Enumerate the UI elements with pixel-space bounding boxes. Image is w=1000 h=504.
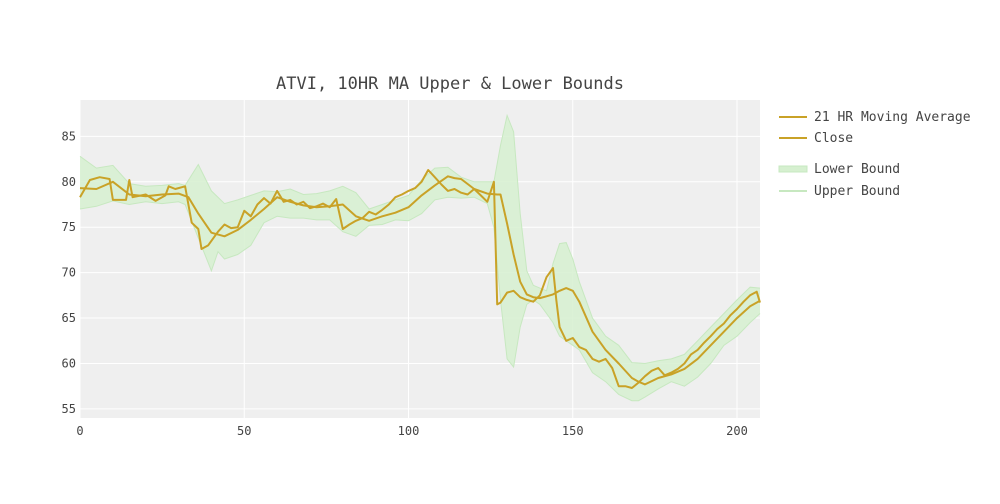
legend-item[interactable]: Upper Bound — [779, 184, 900, 199]
legend-label: Close — [814, 131, 853, 146]
legend-label: Upper Bound — [814, 184, 900, 199]
y-tick-label: 80 — [62, 175, 76, 189]
x-tick-label: 100 — [398, 424, 420, 438]
legend-item[interactable]: 21 HR Moving Average — [779, 110, 971, 125]
close-line — [79, 169, 761, 389]
legend-label: Lower Bound — [814, 162, 900, 177]
y-tick-label: 70 — [62, 266, 76, 280]
y-tick-label: 60 — [62, 356, 76, 370]
bound-band — [80, 115, 760, 401]
x-tick-label: 150 — [562, 424, 584, 438]
band-layer — [79, 113, 761, 402]
tick-layer: 55 60 65 70 75 80 85 0 50 100 150 200 — [62, 129, 748, 438]
y-tick-label: 55 — [62, 402, 76, 416]
y-tick-label: 65 — [62, 311, 76, 325]
chart-title: ATVI, 10HR MA Upper & Lower Bounds — [276, 74, 624, 94]
x-tick-label: 50 — [237, 424, 251, 438]
line-layer — [79, 169, 761, 389]
legend-item[interactable]: Close — [779, 131, 853, 146]
legend-item[interactable]: Lower Bound — [778, 162, 900, 177]
y-tick-label: 75 — [62, 220, 76, 234]
legend[interactable]: 21 HR Moving Average Close Lower Bound Uppe… — [778, 110, 971, 199]
legend-label: 21 HR Moving Average — [814, 110, 971, 125]
lower-bound-line — [79, 196, 761, 402]
y-tick-label: 85 — [62, 129, 76, 143]
x-tick-label: 0 — [76, 424, 83, 438]
upper-bound-line — [79, 113, 761, 365]
x-tick-label: 200 — [726, 424, 748, 438]
legend-swatch — [778, 165, 808, 173]
